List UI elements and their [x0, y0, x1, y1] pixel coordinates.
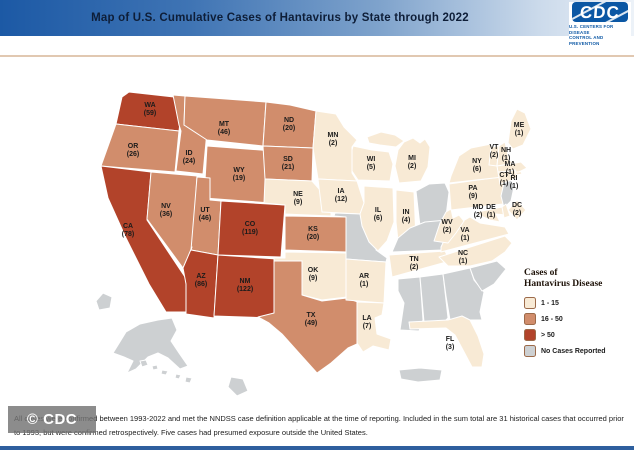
- legend-items: 1 - 15 16 - 50 > 50 No Cases Reported: [524, 297, 632, 358]
- state-label-WY: WY (19): [233, 167, 245, 182]
- state-FL: [408, 315, 485, 368]
- state-label-UT: UT (46): [199, 207, 211, 222]
- legend-swatch-high: [524, 329, 536, 342]
- state-label-MD: MD (2): [473, 204, 484, 219]
- state-label-WI: WI (5): [367, 156, 376, 171]
- cdc-logo-tagline: U.S. CENTERS FOR DISEASE CONTROL AND PRE…: [569, 24, 614, 46]
- state-label-ID: ID (24): [183, 150, 195, 165]
- state-label-MN: MN (2): [328, 132, 339, 147]
- title-bar: Map of U.S. Cumulative Cases of Hantavir…: [0, 0, 634, 36]
- state-label-ME: ME (1): [514, 122, 525, 137]
- legend-item-low: 1 - 15: [524, 297, 632, 310]
- cdc-logo-acronym: CDC: [579, 2, 621, 22]
- state-DC: [507, 199, 527, 221]
- state-TX: [257, 260, 365, 374]
- state-AK: [95, 292, 189, 374]
- state-DE: [501, 203, 511, 219]
- state-MI: [366, 131, 431, 184]
- state-label-AZ: AZ (86): [195, 273, 207, 288]
- state-label-MI: MI (2): [408, 155, 417, 170]
- state-TN: [388, 250, 451, 278]
- state-label-KS: KS (20): [307, 226, 319, 241]
- legend-label-low: 1 - 15: [541, 299, 559, 307]
- state-WV: [433, 208, 465, 244]
- state-label-TN: TN (2): [409, 256, 418, 271]
- state-label-CO: CO (119): [242, 221, 258, 236]
- state-label-NV: NV (36): [160, 203, 172, 218]
- state-label-OK: OK (9): [308, 267, 319, 282]
- state-label-NH: NH (1): [501, 147, 511, 162]
- state-LA: [356, 301, 392, 353]
- footnote: All cases were confirmed between 1993-20…: [14, 412, 624, 439]
- legend-swatch-none: [524, 345, 536, 358]
- footnote-line-2: to 1993, but were confirmed retrospectiv…: [14, 427, 368, 437]
- state-label-SD: SD (21): [282, 156, 294, 171]
- state-label-ND: ND (20): [283, 117, 295, 132]
- state-label-IL: IL (6): [374, 207, 383, 222]
- state-label-NE: NE (9): [293, 191, 303, 206]
- copyright-watermark: © CDC: [8, 406, 96, 433]
- state-label-PA: PA (9): [468, 185, 477, 200]
- map-title: Map of U.S. Cumulative Cases of Hantavir…: [91, 12, 469, 24]
- state-label-AR: AR (1): [359, 273, 369, 288]
- state-label-WA: WA (59): [144, 102, 156, 117]
- legend-swatch-mid: [524, 313, 536, 326]
- cdc-logo-box: CDC: [572, 2, 628, 22]
- state-OR: [100, 123, 180, 173]
- legend-item-none: No Cases Reported: [524, 345, 632, 358]
- state-WI: [351, 145, 394, 182]
- state-SC: [469, 260, 507, 292]
- state-label-DC: DC (2): [512, 202, 522, 217]
- state-label-VA: VA (1): [460, 227, 469, 242]
- state-label-NY: NY (6): [472, 158, 482, 173]
- state-label-MA: MA (1): [505, 161, 516, 176]
- state-CO: [217, 200, 286, 258]
- state-RI: [509, 169, 518, 181]
- state-label-IN: IN (4): [402, 209, 411, 224]
- state-label-IA: IA (12): [335, 188, 347, 203]
- state-label-MT: MT (46): [218, 121, 230, 136]
- legend-label-mid: 16 - 50: [541, 315, 563, 323]
- state-label-RI: RI (1): [510, 175, 519, 190]
- state-label-DE: DE (1): [486, 204, 496, 219]
- state-IL: [359, 185, 395, 252]
- state-label-CT: CT (1): [499, 172, 509, 187]
- state-label-VT: VT (2): [490, 144, 500, 159]
- state-label-NC: NC (1): [458, 250, 468, 265]
- legend-label-none: No Cases Reported: [541, 347, 606, 355]
- legend-label-high: > 50: [541, 331, 555, 339]
- state-NC: [438, 235, 513, 267]
- legend: Cases of Hantavirus Disease 1 - 15 16 - 5…: [524, 268, 632, 362]
- state-label-NM: NM (122): [237, 278, 253, 293]
- legend-swatch-low: [524, 297, 536, 310]
- state-NE: [263, 178, 332, 217]
- state-ME: [507, 108, 532, 150]
- state-PR: [398, 367, 443, 383]
- state-HI: [139, 359, 249, 397]
- divider-line: [0, 55, 634, 57]
- state-label-LA: LA (7): [362, 315, 371, 330]
- legend-title: Cases of Hantavirus Disease: [524, 268, 603, 289]
- footnote-line-1: All cases were confirmed between 1993-20…: [14, 414, 624, 423]
- legend-item-high: > 50: [524, 329, 632, 342]
- state-label-FL: FL (3): [446, 336, 455, 351]
- bottom-border-bar: [0, 446, 634, 450]
- state-MT: [183, 95, 267, 147]
- state-label-WV: WV (2): [441, 219, 453, 234]
- state-label-OR: OR (26): [127, 143, 139, 158]
- state-label-CA: CA (78): [122, 223, 134, 238]
- legend-item-mid: 16 - 50: [524, 313, 632, 326]
- state-label-TX: TX (49): [305, 312, 317, 327]
- cdc-logo: CDC U.S. CENTERS FOR DISEASE CONTROL AND…: [569, 2, 631, 46]
